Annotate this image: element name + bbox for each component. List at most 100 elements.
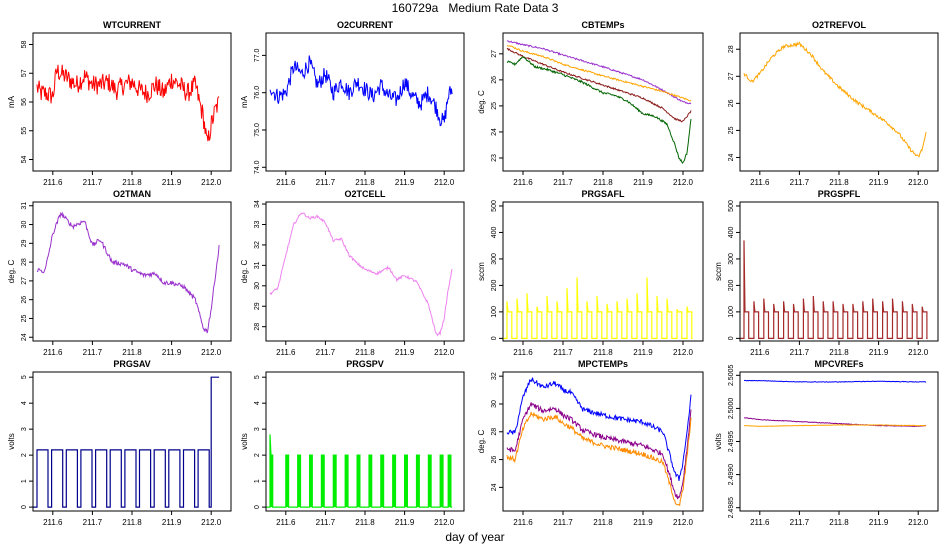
- y-tick-label: 0: [254, 505, 261, 509]
- series-o2tcell: [269, 212, 453, 337]
- figure-title: 160729a Medium Rate Data 3: [391, 1, 559, 15]
- y-tick-label: 500: [491, 200, 498, 212]
- panel-title: MPCVREFs: [814, 359, 863, 369]
- y-tick-label: 76.0: [254, 86, 261, 100]
- y-tick-label: 23: [491, 154, 498, 162]
- x-tick-label: 211.8: [593, 518, 613, 527]
- y-tick-label: 30: [21, 221, 28, 229]
- x-tick-label: 211.9: [633, 348, 653, 357]
- y-tick-label: 28: [254, 323, 261, 331]
- y-tick-label: 27: [21, 277, 28, 285]
- x-tick-label: 212.0: [201, 178, 222, 187]
- panel-o2trefvol: O2TREFVOL 211.6 211.7 211.8 211.9 212.0 24 25 26…: [728, 20, 939, 187]
- pulse-fill: [345, 455, 348, 508]
- y-axis-label: mA: [7, 95, 16, 108]
- y-tick-label: 2: [254, 453, 261, 457]
- panel-prgspfl: PRGSPFL 211.6 211.7 211.8 211.9 212.0 0 100 200 3…: [714, 189, 939, 357]
- panel-cbtemps: CBTEMPs 211.6 211.7 211.8 211.9 212.0 23 24 25 26…: [477, 20, 704, 187]
- x-tick-label: 211.9: [162, 178, 182, 187]
- y-tick-label: 0: [728, 336, 735, 340]
- x-tick-label: 212.0: [434, 518, 455, 527]
- x-tick-label: 212.0: [673, 518, 694, 527]
- plot-area: [743, 41, 927, 158]
- pulse-fill: [440, 455, 444, 508]
- x-tick-label: 211.8: [122, 348, 142, 357]
- series-o2tman: [36, 211, 220, 334]
- x-tick-label: 211.6: [43, 518, 63, 527]
- y-tick-label: 100: [491, 306, 498, 318]
- x-tick-label: 211.6: [750, 178, 770, 187]
- y-axis-label: volts: [7, 433, 16, 449]
- series-cb1: [506, 40, 692, 105]
- x-tick-label: 211.8: [122, 178, 142, 187]
- y-tick-label: 75.0: [254, 123, 261, 137]
- x-tick-label: 211.7: [553, 348, 573, 357]
- y-axis-label: deg. C: [240, 259, 249, 283]
- x-tick-label: 212.0: [908, 518, 929, 527]
- y-tick-label: 30: [491, 400, 498, 408]
- y-tick-label: 33: [254, 220, 261, 228]
- x-tick-label: 211.9: [633, 178, 653, 187]
- y-axis-label: mA: [240, 95, 249, 108]
- y-tick-label: 55: [21, 127, 28, 135]
- y-tick-label: 24: [491, 483, 498, 491]
- series-cb3: [506, 47, 692, 123]
- x-tick-label: 211.6: [513, 348, 533, 357]
- y-tick-label: 4: [21, 401, 28, 405]
- y-tick-label: 2.5005: [728, 365, 735, 387]
- y-tick-label: 26: [491, 76, 498, 84]
- series-o2trefvol: [743, 41, 927, 158]
- y-tick-label: 74.0: [254, 160, 261, 174]
- y-axis-label: sccm: [477, 262, 486, 281]
- plot-frame: [739, 201, 939, 342]
- x-tick-label: 212.0: [434, 178, 455, 187]
- panel-prgspv: PRGSPV 211.6 211.7 211.8 211.9 212.0 0 1 2 3 4 5 vol…: [240, 359, 465, 527]
- plot-area: [266, 434, 453, 508]
- y-tick-label: 2.4990: [728, 464, 735, 486]
- figure-xlabel: day of year: [445, 530, 505, 544]
- x-tick-label: 211.9: [869, 518, 889, 527]
- plot-area: [740, 240, 928, 339]
- y-tick-label: 34: [254, 200, 261, 208]
- pulse-fill: [416, 455, 420, 508]
- x-tick-label: 211.9: [633, 518, 653, 527]
- panel-title: PRGSPFL: [818, 189, 861, 199]
- panel-o2tman: O2TMAN 211.6 211.7 211.8 211.9 212.0 24 25 26 27 2…: [7, 189, 232, 357]
- y-tick-label: 29: [254, 302, 261, 310]
- panel-mpcvrefs: MPCVREFs 211.6 211.7 211.8 211.9 212.0 2.4985 2…: [714, 359, 939, 527]
- panel-title: PRGSAFL: [581, 189, 625, 199]
- pulse-fill: [333, 455, 337, 508]
- y-tick-label: 2.5000: [728, 398, 735, 420]
- y-tick-label: 300: [491, 253, 498, 265]
- x-tick-label: 211.7: [83, 178, 103, 187]
- x-tick-label: 211.6: [43, 178, 63, 187]
- x-tick-label: 211.9: [395, 178, 415, 187]
- x-tick-label: 211.6: [276, 518, 296, 527]
- y-axis-label: deg. C: [477, 429, 486, 453]
- plot-area: [36, 211, 220, 334]
- y-axis-label: deg. C: [7, 259, 16, 283]
- y-tick-label: 25: [728, 126, 735, 134]
- y-tick-label: 27: [491, 50, 498, 58]
- y-tick-label: 3: [21, 427, 28, 431]
- y-tick-label: 57: [21, 69, 28, 77]
- y-tick-label: 28: [728, 45, 735, 53]
- y-tick-label: 32: [491, 372, 498, 380]
- x-tick-label: 211.6: [513, 518, 533, 527]
- panel-title: O2TREFVOL: [812, 20, 867, 30]
- y-tick-label: 500: [728, 200, 735, 212]
- x-tick-label: 211.6: [750, 348, 770, 357]
- pulse-fill: [285, 455, 289, 508]
- x-tick-label: 211.7: [316, 348, 336, 357]
- x-tick-label: 211.8: [355, 178, 375, 187]
- x-tick-label: 212.0: [908, 178, 929, 187]
- y-tick-label: 0: [21, 505, 28, 509]
- y-tick-label: 100: [728, 306, 735, 318]
- y-tick-label: 58: [21, 41, 28, 49]
- pulse-fill: [357, 455, 360, 508]
- panel-prgsafl: PRGSAFL 211.6 211.7 211.8 211.9 212.0 0 100 200 3…: [477, 189, 704, 357]
- series-mpc1: [506, 377, 692, 481]
- pulse-fill: [428, 455, 432, 508]
- panel-o2tcell: O2TCELL 211.6 211.7 211.8 211.9 212.0 28 29 30 31…: [240, 189, 465, 357]
